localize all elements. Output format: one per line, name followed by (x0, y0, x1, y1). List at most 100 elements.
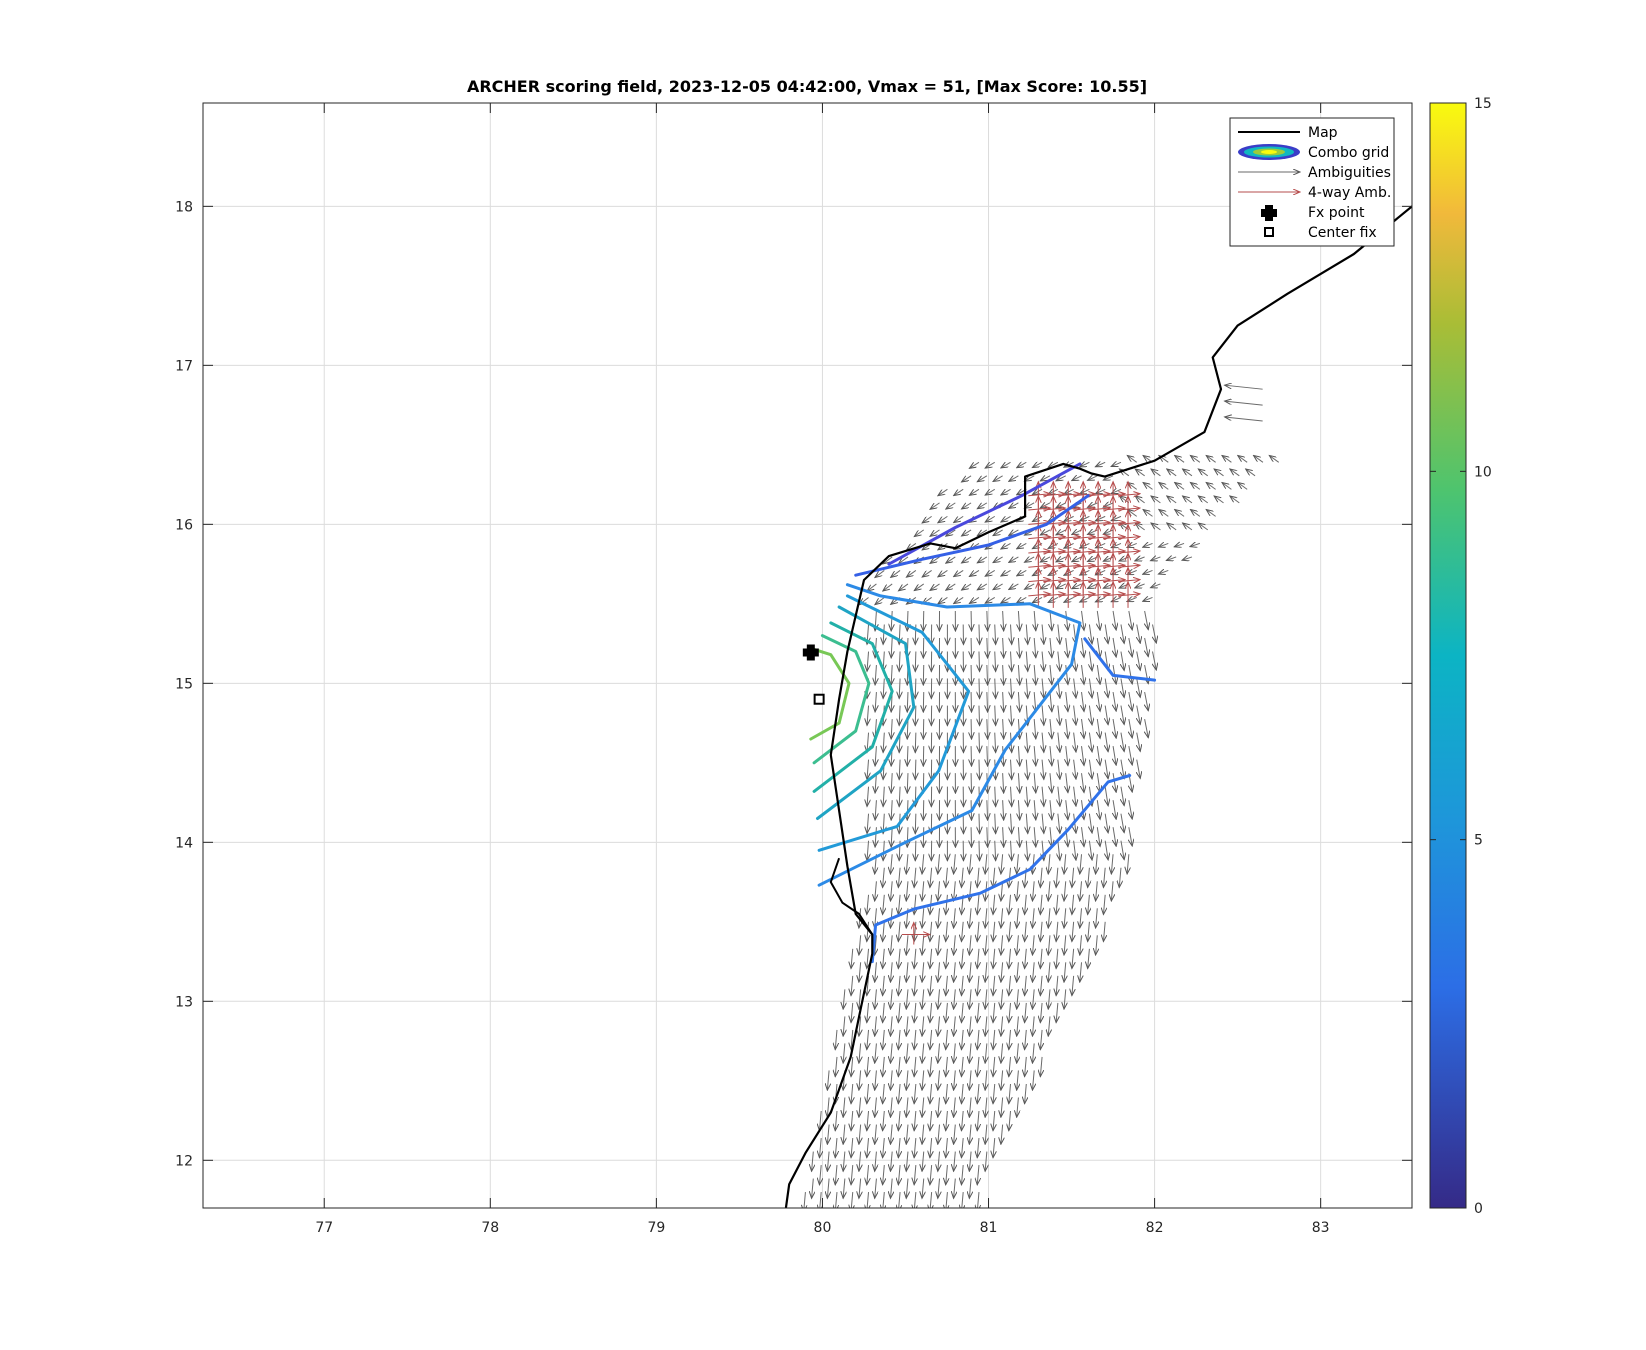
ambiguity-arrow (969, 962, 971, 982)
ambiguity-arrow (1032, 1070, 1034, 1090)
ambiguity-arrow (922, 570, 932, 577)
ambiguity-arrow (1017, 935, 1019, 955)
ambiguity-arrow (1026, 651, 1027, 672)
ambiguity-arrow (1072, 975, 1074, 996)
four-way-arrow (1073, 551, 1095, 553)
ambiguity-arrow (1088, 948, 1090, 969)
ambiguity-arrow (1088, 921, 1090, 942)
ambiguity-arrow (843, 1151, 845, 1172)
ambiguity-arrow (954, 881, 956, 901)
ambiguity-arrow (1137, 759, 1140, 779)
ambiguity-arrow (907, 746, 908, 766)
ambiguity-arrow (1159, 510, 1169, 517)
ambiguity-arrow (1096, 935, 1098, 955)
ambiguity-arrow (1082, 827, 1085, 846)
ambiguity-arrow (867, 948, 869, 969)
ambiguity-arrow (969, 908, 971, 928)
ambiguity-arrow (1017, 908, 1019, 928)
ambiguity-arrow (915, 651, 916, 672)
ambiguity-arrow (1082, 692, 1085, 711)
ambiguity-arrow (930, 529, 940, 536)
ambiguity-arrow (907, 827, 908, 847)
ambiguity-arrow (1183, 496, 1193, 504)
ambiguity-arrow (1050, 746, 1052, 766)
ambiguity-arrow (915, 732, 916, 753)
ambiguity-arrow (1238, 455, 1248, 463)
ambiguity-arrow (1151, 584, 1161, 588)
ambiguity-arrow (938, 570, 948, 576)
ambiguity-arrow (1017, 1097, 1019, 1118)
ambiguity-arrow (843, 1097, 845, 1118)
ambiguity-arrow (993, 530, 1003, 536)
ambiguity-arrow (1145, 719, 1149, 738)
ambiguity-arrow (898, 1192, 900, 1208)
ambiguity-arrow (1034, 719, 1036, 739)
ambiguity-arrow (835, 1110, 837, 1131)
ambiguity-arrow (1025, 1083, 1027, 1104)
ambiguity-arrow (914, 1029, 916, 1050)
ambiguity-arrow (993, 1002, 995, 1023)
ambiguity-arrow (819, 1137, 821, 1158)
ambiguity-arrow (993, 867, 995, 888)
ambiguity-arrow (1175, 510, 1185, 517)
y-tick-label: 12 (175, 1153, 193, 1169)
ambiguity-arrow (969, 597, 980, 603)
ambiguity-arrow (1009, 1083, 1011, 1104)
ambiguity-arrow (891, 800, 892, 820)
ambiguity-arrow (1003, 610, 1004, 631)
ambiguity-arrow (827, 1124, 829, 1145)
ambiguity-arrow (1225, 401, 1263, 406)
ambiguity-arrow (938, 1097, 940, 1118)
ambiguity-arrow (1214, 496, 1224, 504)
ambiguity-arrow (859, 1178, 861, 1199)
ambiguity-arrow (1042, 705, 1044, 726)
ambiguity-arrow (1009, 503, 1019, 508)
ambiguity-arrow (1089, 759, 1092, 779)
ambiguity-arrow (922, 1097, 924, 1118)
four-way-arrow (1073, 594, 1095, 596)
ambiguity-arrow (1009, 1110, 1011, 1131)
ambiguity-arrow (915, 759, 916, 780)
ambiguity-arrow (907, 719, 908, 739)
ambiguity-arrow (922, 854, 924, 874)
ambiguity-arrow (1032, 935, 1034, 955)
ambiguity-arrow (1121, 678, 1124, 698)
ambiguity-arrow (1074, 786, 1076, 806)
four-way-arrow (1103, 508, 1125, 510)
ambiguity-arrow (977, 921, 979, 942)
ambiguity-arrow (938, 1124, 940, 1145)
ambiguity-arrow (883, 975, 885, 996)
legend-label: 4-way Amb. (1308, 185, 1391, 201)
ambiguity-arrow (1017, 881, 1019, 901)
ambiguity-arrow (954, 1124, 956, 1145)
ambiguity-arrow (1032, 989, 1034, 1009)
four-way-arrow (1043, 551, 1065, 553)
ambiguity-arrow (1113, 610, 1116, 630)
ambiguity-arrow (891, 665, 892, 685)
ambiguity-arrow (1001, 854, 1003, 874)
ambiguity-arrow (1105, 840, 1108, 860)
ambiguity-arrow (875, 746, 876, 766)
ambiguity-arrow (977, 529, 988, 536)
ambiguity-arrow (1129, 746, 1132, 765)
ambiguity-arrow (1151, 469, 1161, 477)
ambiguity-arrow (914, 1165, 916, 1185)
ambiguity-arrow (1017, 462, 1027, 467)
ambiguity-arrow (1096, 881, 1098, 901)
ambiguity-arrow (922, 1070, 924, 1090)
ambiguity-arrow (1017, 570, 1027, 575)
ambiguity-arrow (962, 556, 972, 563)
ambiguity-arrow (875, 1070, 877, 1090)
ambiguity-arrow (1167, 496, 1177, 504)
ambiguity-arrow (987, 827, 988, 847)
ambiguity-arrow (985, 1043, 987, 1063)
ambiguity-arrow (906, 1178, 908, 1199)
ambiguity-arrow (1105, 786, 1108, 806)
ambiguity-arrow (1009, 1029, 1011, 1050)
grid-lines (203, 103, 1412, 1208)
four-way-arrow (1117, 494, 1140, 496)
ambiguity-arrow (954, 1151, 956, 1172)
ambiguity-arrow (930, 867, 932, 888)
four-way-arrow (1088, 494, 1110, 496)
ambiguity-arrow (914, 1192, 916, 1208)
